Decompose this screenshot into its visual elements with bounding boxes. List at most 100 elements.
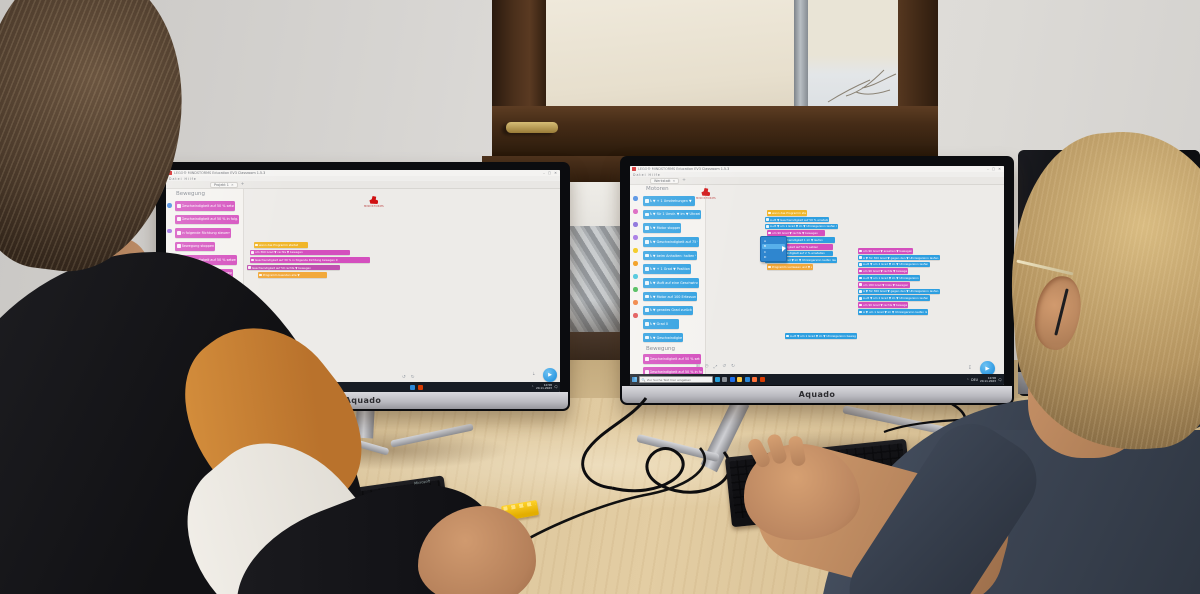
canvas-tool-icon[interactable]: ↻: [731, 364, 735, 369]
palette-block[interactable]: A ▼ gerades Grad zurücksetzen: [643, 305, 693, 315]
palette-block[interactable]: A ▼ Grad 0: [643, 319, 679, 329]
window-rail: [492, 106, 938, 156]
tab-label: Werkstatt: [654, 178, 671, 183]
code-block[interactable]: wenn das Programm startet: [254, 242, 308, 248]
palette-block[interactable]: Geschwindigkeit auf 50 % setzen: [643, 354, 701, 364]
category-dot[interactable]: [633, 313, 638, 318]
palette-block[interactable]: A ▼ + 1 Grad ▼ Position: [643, 264, 691, 274]
code-block[interactable]: um 360 Grad ▼ rechts ▼ bewegen: [250, 249, 350, 256]
category-dot[interactable]: [633, 235, 638, 240]
undo-redo-icon[interactable]: ↺: [402, 375, 406, 380]
run-program-button[interactable]: ▶: [543, 368, 557, 382]
taskbar-app-icon[interactable]: [722, 377, 727, 382]
dropdown-option[interactable]: D: [764, 255, 767, 259]
canvas-tool-icon[interactable]: ⊞: [696, 364, 700, 369]
category-dot[interactable]: [633, 261, 638, 266]
dropdown-option[interactable]: A: [764, 238, 767, 243]
taskbar-app-icon[interactable]: [410, 384, 415, 390]
category-bar: [633, 196, 638, 318]
canvas-tool-icon[interactable]: ⤢: [713, 365, 718, 370]
brick-icon: [786, 334, 789, 338]
canvas-tool-icon[interactable]: ◷: [704, 364, 709, 369]
palette-block[interactable]: in folgende Richtung steuern 0: [175, 228, 231, 238]
category-dot[interactable]: [633, 222, 638, 227]
undo-redo-icon[interactable]: ↻: [410, 375, 415, 380]
notification-icon[interactable]: 🗨: [553, 385, 558, 389]
category-dot[interactable]: [633, 300, 638, 305]
category-dot[interactable]: [633, 196, 638, 201]
taskbar-app-icon[interactable]: [759, 377, 765, 382]
dropdown-option[interactable]: C: [764, 249, 767, 254]
category-dot[interactable]: [633, 287, 638, 292]
taskbar-app-icon[interactable]: [729, 377, 735, 382]
canvas-tool-icon[interactable]: ↺: [722, 364, 727, 369]
code-block[interactable]: um 90 Grad ▼ ansehen ▼ bewegen: [858, 248, 913, 254]
start-button-icon[interactable]: [632, 377, 637, 382]
run-program-button[interactable]: ▶: [980, 361, 995, 376]
category-dot[interactable]: [167, 228, 172, 233]
palette-block[interactable]: Bewegung stoppen: [175, 241, 215, 251]
code-block[interactable]: A+B ▼ um 1 Grad ▼ im ▼ Uhrzeigersinn lau…: [858, 275, 920, 281]
palette-block[interactable]: A ▼ beim Anhalten: halten ▼: [643, 250, 697, 261]
taskbar-app-icon[interactable]: [714, 377, 720, 382]
palette-block[interactable]: Geschwindigkeit auf 50 % setzen: [175, 201, 235, 211]
tray-chevron-icon[interactable]: ⌃: [966, 377, 970, 382]
code-block[interactable]: A+B ▼ Geschwindigkeit auf 50 % einstelle…: [765, 216, 829, 223]
new-tab-button[interactable]: +: [240, 182, 245, 187]
category-dot[interactable]: [633, 274, 638, 279]
code-block[interactable]: um 90 Grad ▼ rechts ▼ bewegen: [858, 302, 908, 308]
code-block[interactable]: wenn das Programm startet: [767, 210, 807, 216]
tray-language[interactable]: DEU: [971, 377, 978, 382]
taskbar-app-icon[interactable]: [744, 377, 750, 382]
code-block[interactable]: Geschwindigkeit auf 50 rechts ▼ bewegen: [247, 264, 340, 271]
palette-block[interactable]: Geschwindigkeit auf 50 % in folg.: [643, 367, 703, 377]
window-controls[interactable]: – ▢ ✕: [543, 171, 558, 175]
code-block[interactable]: A ▼ für 360 Grad ▼ gegen den ▼ Uhrzeiger…: [858, 254, 940, 261]
code-block[interactable]: A+B ▼ um 2 Grad ▼ im ▼ Uhrzeigersinn lau…: [858, 295, 930, 302]
new-tab-button[interactable]: +: [682, 178, 686, 183]
download-icon[interactable]: ⇣: [532, 372, 536, 377]
project-tab[interactable]: Projekt 1 ✕: [210, 181, 238, 188]
palette-block[interactable]: A ▼ für 1 Umdr. ▼ im ▼ Uhrzeigersinn: [643, 209, 701, 220]
palette-block[interactable]: Geschwindigkeit auf 50 % in folg.: [175, 214, 239, 224]
menu-items[interactable]: Datei Hilfe: [169, 176, 197, 181]
system-tray[interactable]: ⌃ DEU 10:58 20.11.2023 🗨: [966, 376, 1002, 383]
menu-items[interactable]: Datei Hilfe: [633, 172, 661, 177]
code-block[interactable]: Programm beenden alle ▼: [258, 272, 327, 278]
dropdown-option[interactable]: B: [762, 243, 785, 249]
palette-block[interactable]: A ▼ Motor auf 100 Erfassung: [643, 291, 697, 302]
system-tray[interactable]: ⌃ 10:58 20.11.2023 🗨: [531, 384, 558, 390]
code-block[interactable]: A ▼ für 360 Grad ▼ gegen den ▼ Uhrzeiger…: [858, 288, 940, 295]
code-block[interactable]: A+B ▼ um 1 Grad ▼ im ▼ Uhrzeigersinn bew…: [785, 333, 857, 339]
code-block[interactable]: Programm verlassen und ▼ anhalten: [767, 264, 813, 270]
taskbar-app-icon[interactable]: [752, 377, 757, 382]
taskbar-app-icon[interactable]: [417, 384, 423, 390]
code-block[interactable]: A+B ▼ um 2 Grad ▼ im ▼ Uhrzeigersinn lau…: [858, 261, 930, 268]
hub-connect-icon[interactable]: ↧: [968, 366, 972, 371]
category-dot[interactable]: [633, 248, 638, 253]
category-dot[interactable]: [633, 209, 638, 214]
code-block[interactable]: A+B ▼ um 1 Grad ▼ im ▼ Uhrzeigersinn lau…: [765, 223, 838, 230]
taskbar-search[interactable]: 🔍 Zur Suche Text hier eingeben: [638, 376, 713, 383]
code-block[interactable]: um 90 Grad ▼ rechts ▼ bewegen: [858, 268, 908, 274]
category-dot[interactable]: [167, 203, 172, 208]
palette-block[interactable]: A ▼ Motor stoppen: [643, 223, 681, 233]
palette-block[interactable]: A ▼ Geschwindigkeit auf 75 %: [643, 237, 699, 247]
brick-icon: [766, 225, 769, 228]
window-controls[interactable]: – ▢ ✕: [987, 167, 1002, 171]
palette-block[interactable]: A ▼ Geschwindigkeit: [643, 332, 683, 343]
menu-bar: Datei Hilfe: [630, 172, 1004, 177]
project-tab[interactable]: Werkstatt ✕: [650, 177, 680, 184]
taskbar-icons: [714, 377, 765, 382]
taskbar-app-icon[interactable]: [737, 377, 742, 382]
code-block[interactable]: A ▼ um 1 Grad ▼ im ▼ Uhrzeigersinn laufe…: [858, 309, 928, 315]
code-block[interactable]: um 90 Grad ▼ rechts ▼ bewegen: [767, 230, 825, 236]
tab-close-icon[interactable]: ✕: [230, 182, 234, 187]
notification-icon[interactable]: 🗨: [997, 377, 1002, 382]
code-block[interactable]: Geschwindigkeit auf 30 % in folgende Ric…: [250, 257, 370, 263]
palette-block[interactable]: A ▼ + 1 Umdrehungen ▼: [643, 196, 695, 206]
code-block[interactable]: um 180 Grad ▼ links ▼ bewegen: [858, 281, 910, 288]
palette-block[interactable]: A ▼ läuft auf eine Geschwindigkeit: [643, 278, 699, 288]
tab-close-icon[interactable]: ✕: [672, 178, 676, 183]
tray-chevron-icon[interactable]: ⌃: [531, 385, 534, 389]
